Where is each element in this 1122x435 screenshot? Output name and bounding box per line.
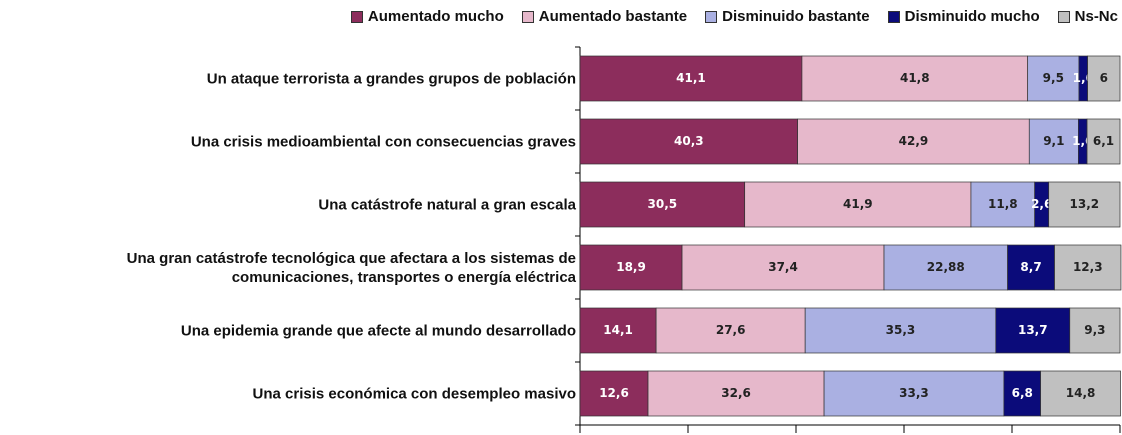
value-label: 9,1	[1043, 134, 1064, 148]
legend-swatch	[887, 10, 900, 23]
value-label: 6	[1100, 71, 1108, 85]
value-label: 32,6	[721, 386, 751, 400]
legend-item: Aumentado bastante	[521, 8, 688, 25]
bar-segment	[1003, 370, 1041, 417]
value-label: 6,1	[1093, 134, 1114, 148]
legend-item: Aumentado mucho	[350, 8, 504, 25]
value-label: 41,1	[676, 71, 706, 85]
value-label: 42,9	[899, 134, 929, 148]
bar-segment	[579, 244, 683, 291]
legend-label: Aumentado bastante	[538, 8, 688, 25]
value-label: 9,5	[1043, 71, 1064, 85]
bar-segment	[970, 181, 1036, 228]
value-label: 37,4	[768, 260, 798, 274]
value-label: 22,88	[927, 260, 965, 274]
legend-item: Ns-Nc	[1057, 8, 1118, 25]
category-label: Una gran catástrofe tecnológica que afec…	[126, 249, 576, 286]
bar-segment	[1087, 55, 1121, 102]
legend-swatch	[705, 10, 718, 23]
bar-segment	[1027, 55, 1080, 102]
legend-swatch	[1057, 10, 1070, 23]
bar-segment	[1069, 307, 1121, 354]
value-label: 41,8	[900, 71, 930, 85]
value-label: 9,3	[1084, 323, 1105, 337]
value-label: 41,9	[843, 197, 873, 211]
legend-swatch	[521, 10, 534, 23]
bar-segment	[1028, 118, 1079, 165]
bar-segment	[681, 244, 885, 291]
category-label: Una crisis medioambiental con consecuenc…	[190, 133, 576, 150]
value-label: 30,5	[648, 197, 678, 211]
bar-segment	[647, 370, 825, 417]
value-label: 27,6	[716, 323, 746, 337]
bar-segment	[797, 118, 1030, 165]
legend-swatch	[350, 10, 363, 23]
value-label: 14,8	[1066, 386, 1096, 400]
value-label: 40,3	[674, 134, 704, 148]
value-label: 11,8	[988, 197, 1018, 211]
value-label: 13,7	[1018, 323, 1048, 337]
value-label: 18,9	[616, 260, 646, 274]
value-label: 35,3	[886, 323, 916, 337]
value-label: 8,7	[1020, 260, 1041, 274]
legend: Aumentado mucho Aumentado bastante Disminu…	[350, 8, 1118, 25]
legend-label: Aumentado mucho	[367, 8, 504, 25]
bar-segment	[883, 244, 1008, 291]
bar-segment	[579, 370, 649, 417]
value-label: 2,6	[1031, 197, 1052, 211]
legend-label: Ns-Nc	[1074, 8, 1118, 25]
bar-segment	[579, 118, 798, 165]
category-label: Un ataque terrorista a grandes grupos de…	[206, 70, 576, 87]
bar-segment	[579, 181, 746, 228]
legend-item: Disminuido mucho	[887, 8, 1040, 25]
bar-segment	[579, 307, 657, 354]
bar-segment	[1086, 118, 1121, 165]
category-label: Una crisis económica con desempleo masiv…	[252, 385, 576, 402]
value-label: 14,1	[603, 323, 633, 337]
bar-segment	[1040, 370, 1121, 417]
category-label: Una catástrofe natural a gran escala	[318, 196, 576, 213]
legend-item: Disminuido bastante	[705, 8, 870, 25]
bar-segment	[804, 307, 997, 354]
legend-label: Disminuido bastante	[722, 8, 870, 25]
bar-segment	[579, 55, 803, 102]
value-label: 12,3	[1073, 260, 1103, 274]
value-label: 12,6	[599, 386, 629, 400]
bar-segment	[744, 181, 972, 228]
bar-segment	[655, 307, 806, 354]
bar-segment	[1054, 244, 1122, 291]
value-label: 6,8	[1012, 386, 1033, 400]
value-label: 13,2	[1070, 197, 1100, 211]
value-label: 33,3	[899, 386, 929, 400]
bar-segment	[995, 307, 1071, 354]
legend-label: Disminuido mucho	[904, 8, 1040, 25]
category-label: Una epidemia grande que afecte al mundo …	[180, 322, 576, 339]
bar-segment	[1048, 181, 1121, 228]
